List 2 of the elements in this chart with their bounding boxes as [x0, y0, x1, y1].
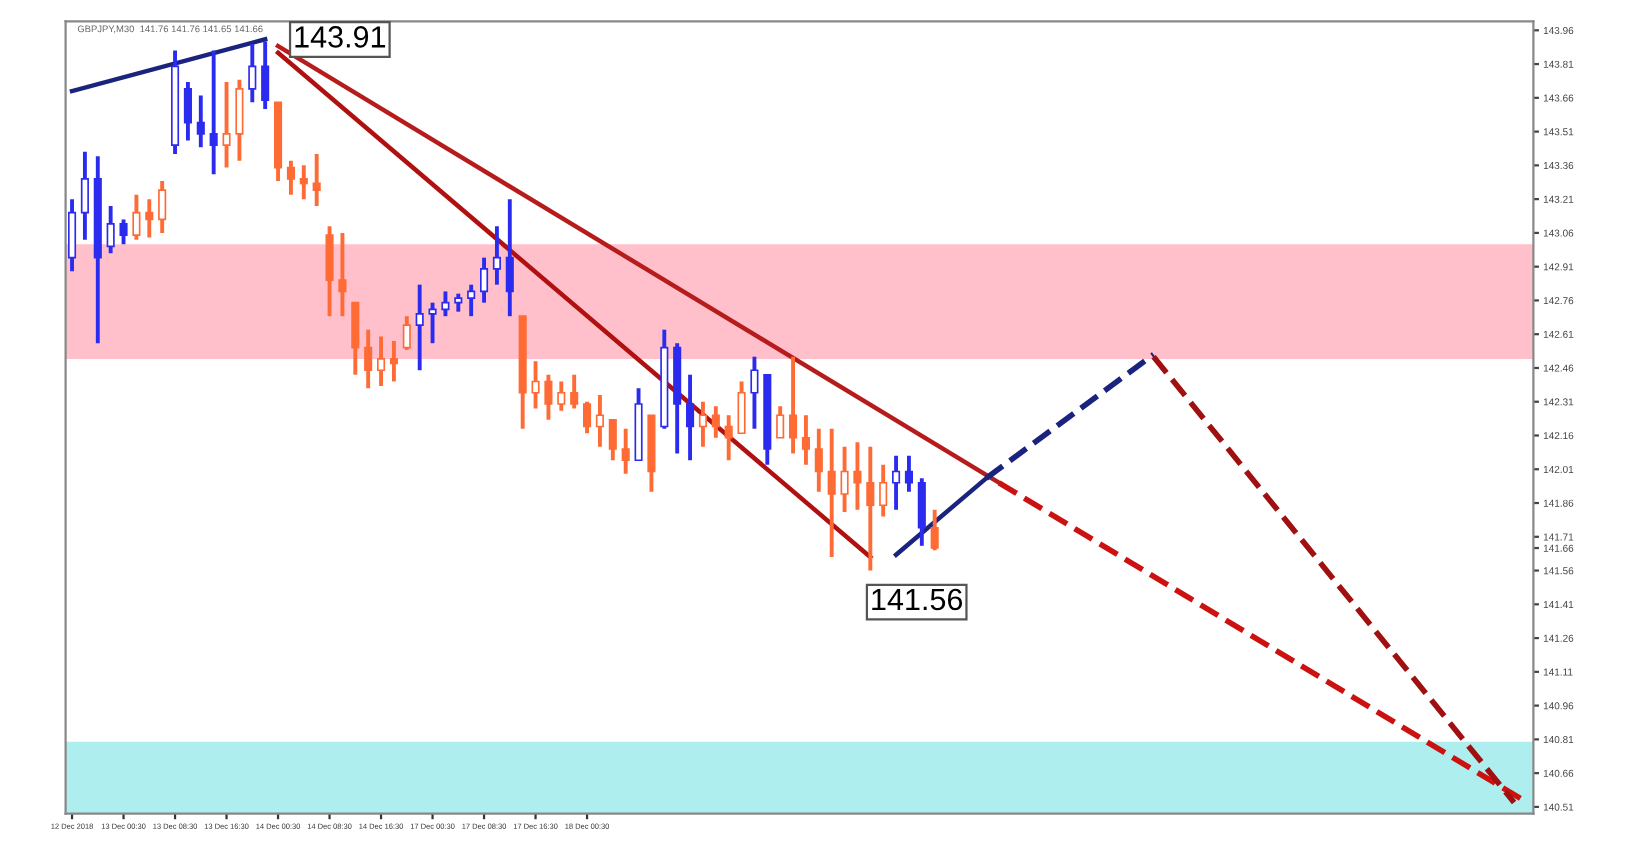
annotation: 141.56	[872, 588, 963, 611]
annotation: 143.91	[295, 26, 386, 48]
